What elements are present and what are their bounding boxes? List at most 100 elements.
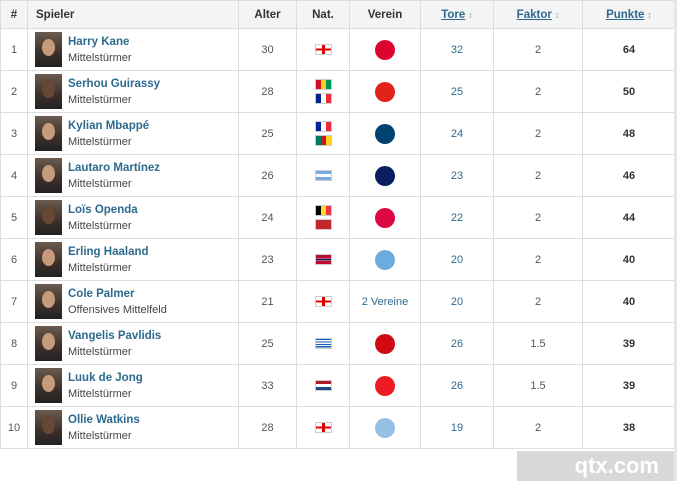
- flag-eng-icon: [314, 422, 332, 433]
- player-name-link[interactable]: Lautaro Martínez: [68, 161, 161, 174]
- club-stuttgart-logo-icon[interactable]: [375, 81, 395, 102]
- player-photo[interactable]: [35, 368, 62, 403]
- player-cell: Kylian Mbappé Mittelstürmer: [27, 112, 239, 155]
- table-row: 2 Serhou Guirassy Mittelstürmer 28 25 2 5…: [0, 70, 676, 113]
- player-position: Mittelstürmer: [68, 261, 132, 274]
- club-psg-logo-icon[interactable]: [375, 123, 395, 144]
- player-name-link[interactable]: Cole Palmer: [68, 287, 135, 300]
- club: [349, 28, 421, 71]
- club-inter-logo-icon[interactable]: [375, 165, 395, 186]
- club-aston-villa-logo-icon[interactable]: [375, 417, 395, 438]
- age: 28: [238, 406, 297, 449]
- goals: 20: [420, 280, 494, 323]
- sort-icon: ↕: [468, 9, 473, 20]
- rank: 6: [0, 238, 28, 281]
- points: 64: [582, 28, 676, 71]
- player-position: Mittelstürmer: [68, 219, 132, 232]
- sort-factor-link[interactable]: Faktor: [516, 8, 552, 21]
- points: 40: [582, 280, 676, 323]
- club-link[interactable]: 2 Vereine: [361, 295, 409, 308]
- age: 33: [238, 364, 297, 407]
- scorer-table: # Spieler Alter Nat. Verein Tore ↕ Faktor…: [0, 0, 676, 449]
- goals: 32: [420, 28, 494, 71]
- player-photo[interactable]: [35, 32, 62, 67]
- table-row: 3 Kylian Mbappé Mittelstürmer 25 24 2 48: [0, 112, 676, 155]
- header-club: Verein: [349, 0, 421, 29]
- player-name-link[interactable]: Harry Kane: [68, 35, 130, 48]
- goals: 26: [420, 322, 494, 365]
- goals: 25: [420, 70, 494, 113]
- flag-ned-icon: [314, 380, 332, 391]
- club-leipzig-logo-icon[interactable]: [375, 207, 395, 228]
- player-name-link[interactable]: Erling Haaland: [68, 245, 149, 258]
- flag-bel-icon: [314, 205, 332, 216]
- goals: 24: [420, 112, 494, 155]
- age: 25: [238, 322, 297, 365]
- player-photo[interactable]: [35, 326, 62, 361]
- rank: 10: [0, 406, 28, 449]
- player-name-link[interactable]: Ollie Watkins: [68, 413, 140, 426]
- header-factor[interactable]: Faktor ↕: [493, 0, 583, 29]
- club-az-alkmaar-logo-icon[interactable]: [375, 333, 395, 354]
- player-name-link[interactable]: Serhou Guirassy: [68, 77, 161, 90]
- factor: 2: [493, 196, 583, 239]
- sort-points-link[interactable]: Punkte: [606, 8, 645, 21]
- points: 39: [582, 364, 676, 407]
- header-points[interactable]: Punkte ↕: [582, 0, 676, 29]
- sort-icon: ↕: [647, 9, 652, 20]
- club: [349, 154, 421, 197]
- age: 23: [238, 238, 297, 281]
- player-name-link[interactable]: Loïs Openda: [68, 203, 138, 216]
- factor: 2: [493, 406, 583, 449]
- rank: 3: [0, 112, 28, 155]
- sort-goals-link[interactable]: Tore: [441, 8, 466, 21]
- player-photo[interactable]: [35, 116, 62, 151]
- nationality: [296, 70, 350, 113]
- nationality: [296, 154, 350, 197]
- club-bayern-logo-icon[interactable]: [375, 39, 395, 60]
- table-row: 5 Loïs Openda Mittelstürmer 24 22 2 44: [0, 196, 676, 239]
- goals: 23: [420, 154, 494, 197]
- club-man-city-logo-icon[interactable]: [375, 249, 395, 270]
- club-psv-logo-icon[interactable]: [375, 375, 395, 396]
- nationality: [296, 28, 350, 71]
- factor: 1.5: [493, 322, 583, 365]
- player-photo[interactable]: [35, 74, 62, 109]
- table-row: 8 Vangelis Pavlidis Mittelstürmer 25 26 1…: [0, 322, 676, 365]
- points: 38: [582, 406, 676, 449]
- factor: 1.5: [493, 364, 583, 407]
- player-name-link[interactable]: Kylian Mbappé: [68, 119, 150, 132]
- table-row: 9 Luuk de Jong Mittelstürmer 33 26 1.5 39: [0, 364, 676, 407]
- factor: 2: [493, 154, 583, 197]
- player-name-link[interactable]: Vangelis Pavlidis: [68, 329, 162, 342]
- header-nat: Nat.: [296, 0, 350, 29]
- player-position: Offensives Mittelfeld: [68, 303, 167, 316]
- age: 28: [238, 70, 297, 113]
- player-photo[interactable]: [35, 158, 62, 193]
- header-age: Alter: [238, 0, 297, 29]
- flag-cod-icon: [314, 219, 332, 230]
- table-row: 4 Lautaro Martínez Mittelstürmer 26 23 2 …: [0, 154, 676, 197]
- player-position: Mittelstürmer: [68, 387, 132, 400]
- nationality: [296, 322, 350, 365]
- player-photo[interactable]: [35, 410, 62, 445]
- player-photo[interactable]: [35, 242, 62, 277]
- player-photo[interactable]: [35, 200, 62, 235]
- club: [349, 238, 421, 281]
- player-cell: Loïs Openda Mittelstürmer: [27, 196, 239, 239]
- player-cell: Vangelis Pavlidis Mittelstürmer: [27, 322, 239, 365]
- rank: 8: [0, 322, 28, 365]
- points: 48: [582, 112, 676, 155]
- header-goals[interactable]: Tore ↕: [420, 0, 494, 29]
- factor: 2: [493, 70, 583, 113]
- club: [349, 322, 421, 365]
- goals: 20: [420, 238, 494, 281]
- player-cell: Lautaro Martínez Mittelstürmer: [27, 154, 239, 197]
- header-rank: #: [0, 0, 28, 29]
- player-cell: Ollie Watkins Mittelstürmer: [27, 406, 239, 449]
- nationality: [296, 238, 350, 281]
- rank: 7: [0, 280, 28, 323]
- player-photo[interactable]: [35, 284, 62, 319]
- player-name-link[interactable]: Luuk de Jong: [68, 371, 143, 384]
- header-player: Spieler: [27, 0, 239, 29]
